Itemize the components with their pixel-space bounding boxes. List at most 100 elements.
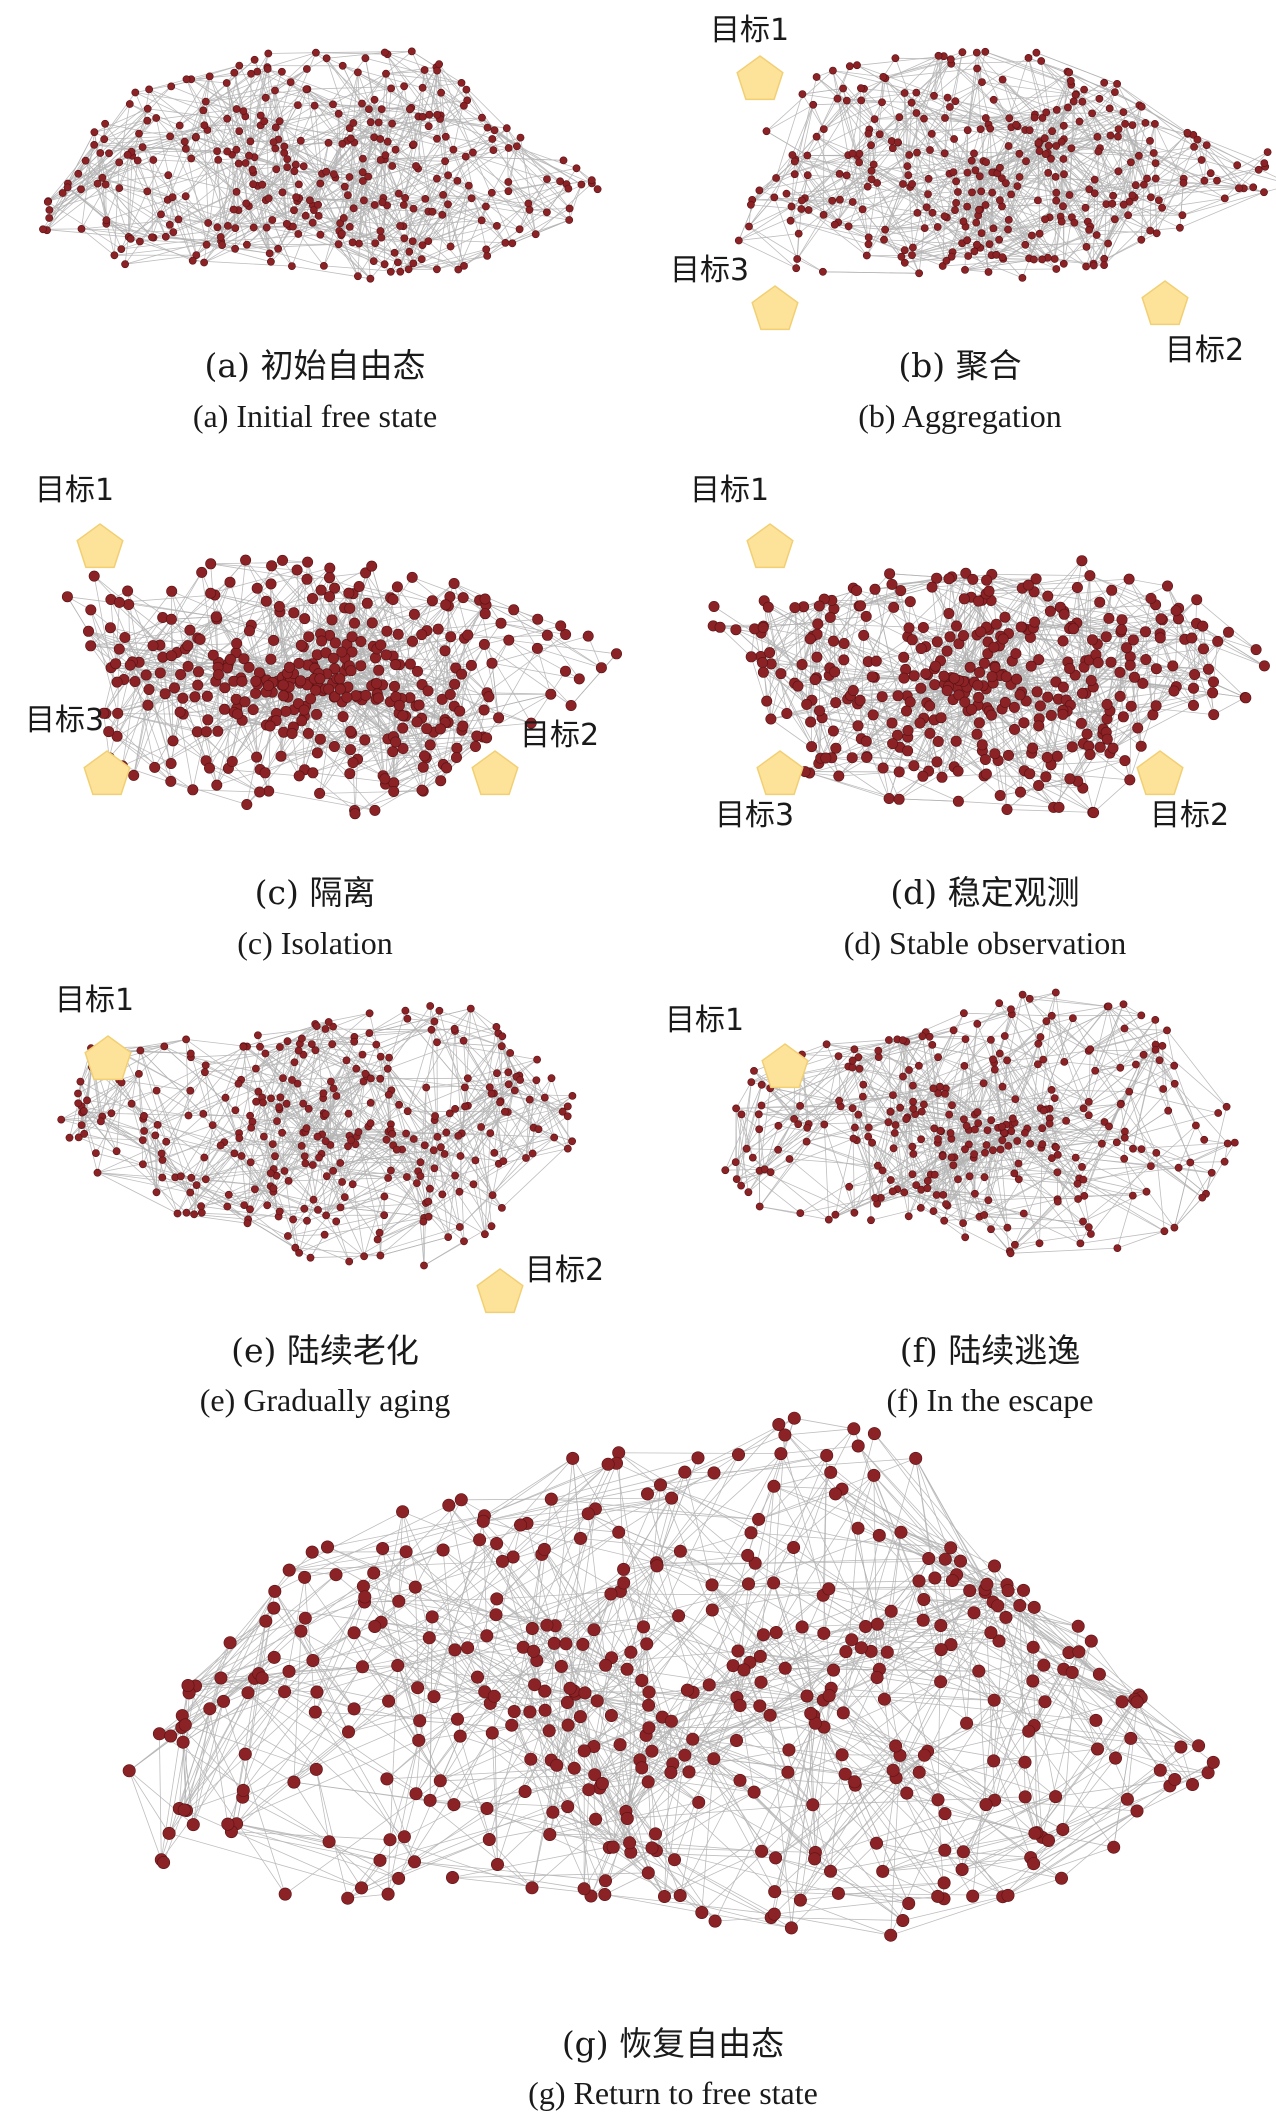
node	[867, 141, 875, 150]
node	[803, 171, 812, 180]
node	[926, 146, 934, 154]
node	[1200, 176, 1209, 185]
node	[421, 723, 433, 735]
edge	[806, 599, 825, 705]
node	[417, 761, 429, 773]
node	[231, 224, 240, 232]
node	[377, 233, 386, 242]
node	[349, 119, 358, 127]
node	[920, 224, 929, 232]
edge	[422, 87, 483, 119]
edge	[170, 781, 247, 805]
edge	[380, 159, 401, 227]
node	[864, 233, 873, 242]
node	[798, 196, 806, 205]
node	[1022, 157, 1030, 166]
edge	[235, 243, 339, 250]
node	[167, 82, 176, 91]
node	[1260, 188, 1268, 197]
node	[346, 134, 355, 143]
edge	[442, 194, 482, 221]
node	[129, 675, 141, 687]
node	[409, 204, 418, 213]
edge	[349, 141, 389, 228]
node	[946, 103, 954, 111]
node	[387, 746, 399, 758]
node	[1004, 225, 1012, 234]
node	[399, 201, 408, 209]
node	[301, 573, 313, 585]
edge	[236, 57, 327, 110]
node	[262, 680, 274, 692]
node	[913, 208, 922, 217]
node	[74, 169, 83, 178]
edges-a	[42, 51, 598, 280]
edge	[278, 139, 288, 224]
node	[378, 198, 387, 207]
node	[263, 65, 272, 73]
edge	[832, 70, 875, 120]
node	[1066, 77, 1075, 85]
node	[369, 804, 381, 816]
edge	[67, 144, 95, 184]
edge	[1179, 191, 1265, 229]
node	[135, 129, 143, 138]
node	[577, 180, 586, 189]
edge	[450, 185, 470, 247]
node	[959, 217, 968, 226]
node	[181, 144, 190, 153]
edges-b	[738, 51, 1276, 279]
edge	[171, 616, 217, 620]
edge	[344, 165, 417, 188]
edge	[119, 187, 209, 224]
edge	[440, 92, 488, 128]
node	[273, 600, 285, 612]
edge	[268, 152, 285, 199]
node	[1021, 240, 1030, 249]
node	[210, 611, 222, 623]
node	[271, 86, 279, 95]
node	[166, 132, 174, 141]
node	[573, 673, 585, 685]
node	[1025, 126, 1034, 135]
node	[405, 247, 414, 256]
edge	[766, 130, 808, 156]
node	[380, 649, 392, 661]
edge	[340, 235, 359, 277]
node	[353, 68, 362, 77]
node	[126, 234, 135, 243]
node	[379, 773, 391, 785]
edge	[306, 88, 334, 105]
node	[441, 132, 450, 141]
node	[293, 101, 302, 109]
node	[772, 174, 780, 182]
edge	[147, 162, 246, 192]
node	[286, 727, 298, 739]
node	[950, 135, 958, 143]
edge	[284, 146, 363, 173]
pentagon-icon	[751, 285, 799, 331]
node	[1149, 149, 1158, 157]
node	[43, 197, 52, 206]
node	[235, 61, 244, 70]
node	[416, 629, 428, 641]
node	[946, 55, 955, 64]
edge	[838, 212, 918, 223]
node	[157, 210, 165, 219]
edge	[748, 226, 797, 269]
node	[390, 736, 402, 748]
edge	[422, 82, 462, 89]
edge	[485, 206, 570, 221]
edge	[1154, 123, 1156, 164]
node	[339, 214, 348, 222]
node	[1041, 215, 1049, 224]
node	[232, 708, 244, 720]
node	[988, 188, 997, 197]
node	[897, 252, 906, 261]
node	[110, 658, 122, 670]
node	[113, 643, 125, 655]
network-graph-b	[734, 47, 1276, 282]
node	[448, 577, 460, 589]
node	[192, 132, 200, 141]
node	[154, 667, 166, 679]
